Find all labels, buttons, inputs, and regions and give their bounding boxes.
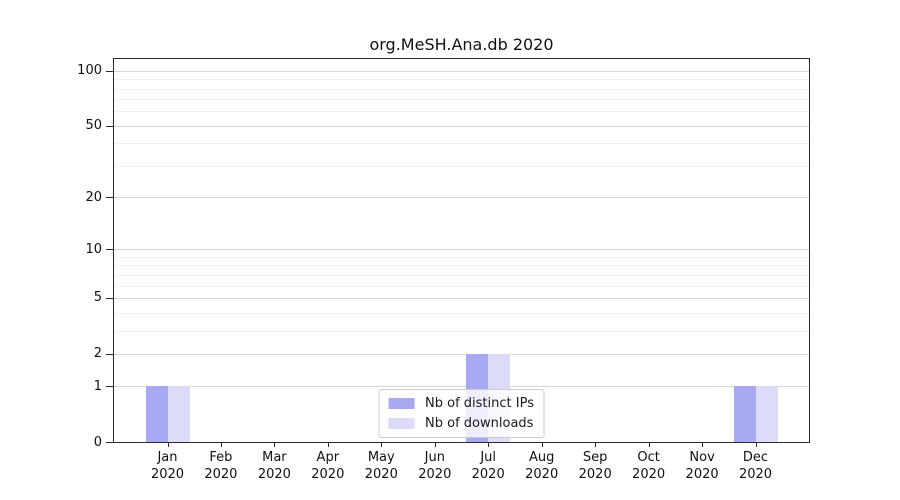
- x-tick-label: Jun 2020: [403, 449, 467, 483]
- x-tick-month: Jul: [480, 450, 497, 465]
- legend-swatch-distinct-ips-icon: [388, 398, 415, 409]
- x-tick-year: 2020: [525, 467, 559, 482]
- y-tick-label: 5: [93, 290, 102, 306]
- legend-label-distinct-ips: Nb of distinct IPs: [425, 396, 534, 411]
- x-tick-month: Dec: [742, 450, 769, 465]
- x-tick-month: Feb: [209, 450, 233, 465]
- minor-gridline: [114, 165, 809, 167]
- minor-gridline: [114, 330, 809, 332]
- bar-downloads-dec: [755, 386, 778, 442]
- major-gridline: [114, 70, 809, 72]
- major-gridline: [114, 386, 809, 388]
- x-tick-label: Apr 2020: [296, 449, 360, 483]
- x-tick-label: May 2020: [349, 449, 413, 483]
- y-tick-label: 100: [77, 63, 102, 79]
- x-tick-year: 2020: [632, 467, 666, 482]
- chart-title: org.MeSH.Ana.db 2020: [369, 35, 554, 54]
- y-tick-label: 20: [85, 189, 102, 205]
- x-tick-mark: [702, 442, 704, 447]
- x-tick-year: 2020: [311, 467, 345, 482]
- x-tick-year: 2020: [257, 467, 291, 482]
- minor-gridline: [114, 265, 809, 267]
- major-gridline: [114, 125, 809, 127]
- x-tick-label: Jan 2020: [136, 449, 200, 483]
- x-tick-mark: [434, 442, 436, 447]
- legend-item-distinct-ips: Nb of distinct IPs: [388, 396, 534, 411]
- x-tick-year: 2020: [364, 467, 398, 482]
- legend-swatch-downloads-icon: [388, 418, 415, 429]
- y-tick-mark: [106, 353, 114, 355]
- bar-distinct-ips-dec: [733, 386, 756, 442]
- x-tick-month: May: [367, 450, 395, 465]
- minor-gridline: [114, 99, 809, 101]
- x-tick-month: Apr: [316, 450, 340, 465]
- legend: Nb of distinct IPs Nb of downloads: [378, 389, 545, 438]
- x-tick-label: Aug 2020: [510, 449, 574, 483]
- x-tick-year: 2020: [685, 467, 719, 482]
- minor-gridline: [114, 274, 809, 276]
- minor-gridline: [114, 111, 809, 113]
- y-tick-mark: [106, 249, 114, 251]
- major-gridline: [114, 297, 809, 299]
- x-tick-month: Aug: [528, 450, 555, 465]
- minor-gridline: [114, 256, 809, 258]
- x-tick-mark: [595, 442, 597, 447]
- bar-distinct-ips-jan: [145, 386, 168, 442]
- y-tick-label: 2: [93, 346, 102, 362]
- x-tick-mark: [274, 442, 276, 447]
- x-tick-label: Sep 2020: [563, 449, 627, 483]
- minor-gridline: [114, 312, 809, 314]
- x-tick-mark: [220, 442, 222, 447]
- major-gridline: [114, 249, 809, 251]
- x-tick-mark: [327, 442, 329, 447]
- legend-label-downloads: Nb of downloads: [425, 416, 534, 431]
- x-tick-mark: [648, 442, 650, 447]
- x-tick-year: 2020: [738, 467, 773, 482]
- x-tick-month: Jan: [157, 450, 178, 465]
- y-tick-label: 1: [93, 378, 102, 394]
- major-gridline: [114, 197, 809, 199]
- y-tick-mark: [106, 297, 114, 299]
- x-tick-mark: [488, 442, 490, 447]
- plot-area: Nb of distinct IPs Nb of downloads 0 1 2 5 1…: [77, 58, 810, 482]
- y-tick-label: 50: [85, 118, 102, 134]
- x-tick-month: Jun: [424, 450, 445, 465]
- y-tick-mark: [106, 70, 114, 72]
- x-tick-mark: [167, 442, 169, 447]
- x-tick-label: Feb 2020: [189, 449, 253, 483]
- minor-gridline: [114, 143, 809, 145]
- y-tick-mark: [106, 197, 114, 199]
- x-tick-month: Sep: [582, 450, 608, 465]
- minor-gridline: [114, 79, 809, 81]
- x-tick-label: Nov 2020: [670, 449, 734, 483]
- legend-item-downloads: Nb of downloads: [388, 416, 534, 431]
- x-tick-mark: [381, 442, 383, 447]
- x-tick-year: 2020: [150, 467, 185, 482]
- y-tick-mark: [106, 125, 114, 127]
- x-tick-year: 2020: [204, 467, 238, 482]
- x-tick-year: 2020: [418, 467, 452, 482]
- y-tick-label: 10: [85, 241, 102, 257]
- x-tick-mark: [755, 442, 757, 447]
- x-tick-month: Oct: [637, 450, 660, 465]
- x-tick-label: Dec 2020: [724, 449, 788, 483]
- minor-gridline: [114, 88, 809, 90]
- y-tick-mark: [106, 386, 114, 388]
- x-tick-label: Oct 2020: [617, 449, 681, 483]
- x-tick-month: Nov: [689, 450, 715, 465]
- x-tick-year: 2020: [578, 467, 612, 482]
- major-gridline: [114, 353, 809, 355]
- y-tick-mark: [106, 442, 114, 443]
- x-tick-month: Mar: [262, 450, 287, 465]
- x-tick-label: Jul 2020: [456, 449, 520, 483]
- bar-downloads-jan: [167, 386, 190, 442]
- x-tick-label: Mar 2020: [242, 449, 306, 483]
- x-tick-mark: [541, 442, 543, 447]
- x-tick-year: 2020: [471, 467, 505, 482]
- minor-gridline: [114, 285, 809, 287]
- y-tick-label: 0: [93, 434, 102, 450]
